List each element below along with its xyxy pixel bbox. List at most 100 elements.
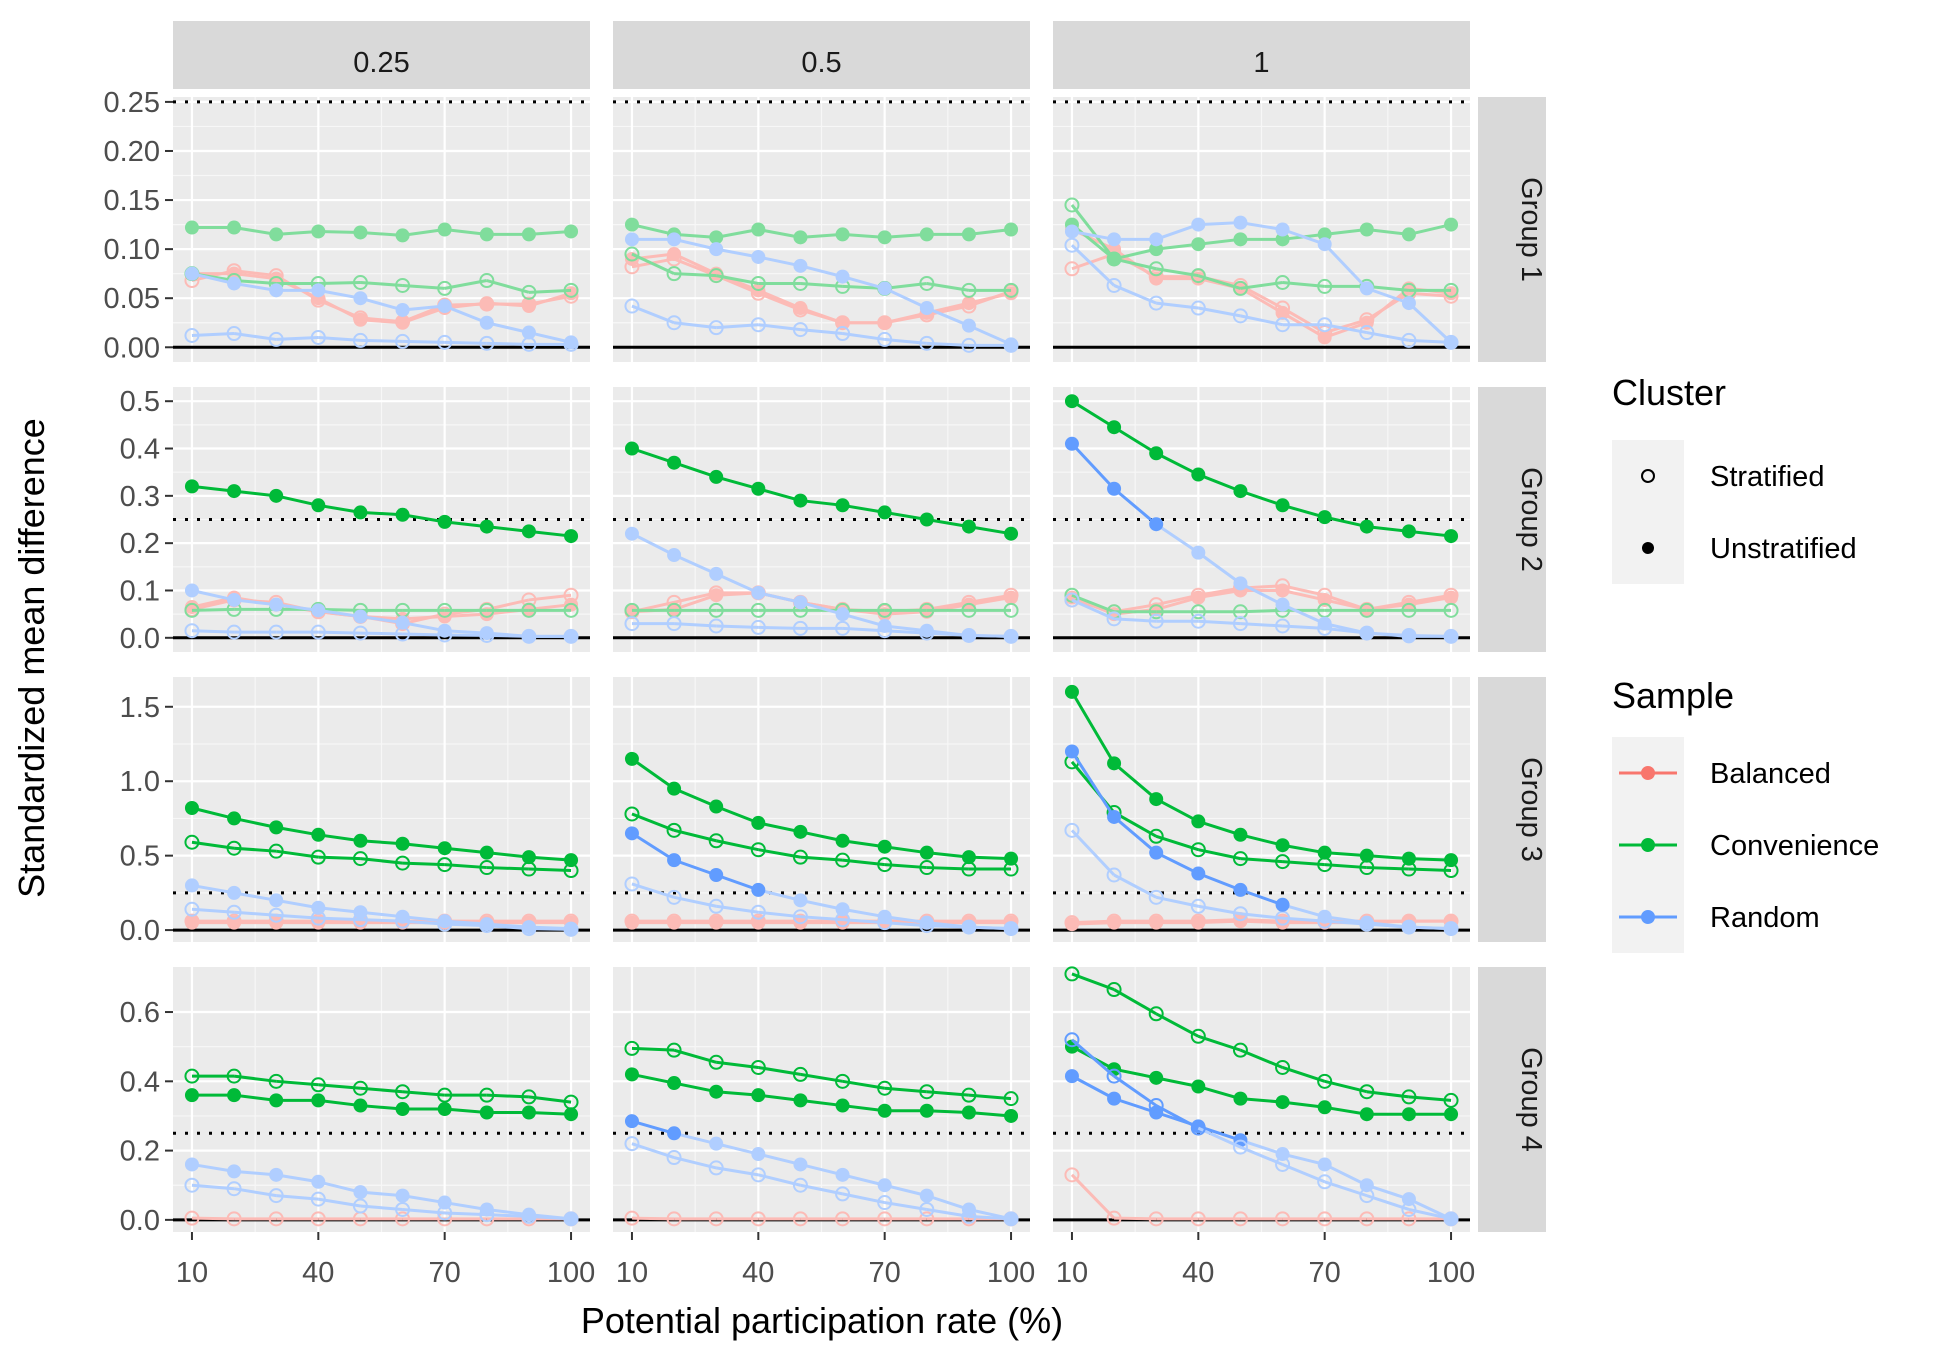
series-balanced-stratified-point	[792, 302, 808, 318]
col-strip-label: 0.5	[801, 47, 841, 79]
series-convenience-stratified-point	[792, 275, 808, 291]
series-convenience-unstratified-point	[521, 850, 536, 865]
series-random-unstratified-point	[667, 853, 682, 868]
series-convenience-unstratified-point	[1275, 1095, 1290, 1110]
series-random-stratified-point	[184, 1177, 200, 1193]
series-convenience-unstratified-point	[751, 222, 766, 237]
series-convenience-unstratified-segment	[884, 232, 927, 239]
series-random-stratified-point	[226, 904, 242, 920]
series-convenience-unstratified-segment	[884, 510, 928, 521]
series-balanced-stratified-point	[1275, 300, 1291, 316]
series-convenience-stratified-point	[563, 602, 579, 618]
series-random-unstratified-point	[437, 299, 452, 314]
series-convenience-unstratified-segment	[233, 489, 277, 498]
series-convenience-unstratified-point	[1317, 845, 1332, 860]
y-tick-label: 0.2	[120, 1136, 160, 1168]
series-convenience-unstratified-point	[353, 833, 368, 848]
series-convenience-unstratified-point	[793, 493, 808, 508]
series-convenience-unstratified-segment	[360, 839, 403, 846]
series-convenience-unstratified-segment	[1070, 691, 1116, 765]
series-convenience-unstratified-point	[1149, 792, 1164, 807]
row-strip-group-2	[1478, 387, 1546, 652]
series-random-unstratified-segment	[842, 275, 886, 290]
series-convenience-unstratified-point	[1149, 242, 1164, 257]
series-convenience-stratified-point	[563, 863, 579, 879]
series-convenience-stratified-point	[1232, 604, 1248, 620]
y-tick-label: 0.6	[120, 997, 160, 1029]
series-random-unstratified-point	[709, 566, 724, 581]
series-convenience-unstratified-segment	[800, 1098, 843, 1108]
series-random-stratified-point	[352, 912, 368, 928]
series-convenience-stratified-point	[624, 1040, 640, 1056]
series-random-stratified-point	[1064, 822, 1080, 838]
series-random-stratified-point	[1064, 592, 1080, 608]
series-random-unstratified-segment	[233, 891, 277, 902]
series-balanced-stratified-point	[666, 594, 682, 610]
series-convenience-unstratified-point	[1359, 519, 1374, 534]
series-convenience-unstratified-point	[919, 227, 934, 242]
series-random-stratified-point	[395, 913, 411, 929]
series-convenience-unstratified-point	[184, 479, 199, 494]
series-balanced-stratified-point	[750, 285, 766, 301]
series-random-unstratified-point	[793, 893, 808, 908]
col-strip-label: 0.25	[353, 47, 409, 79]
series-convenience-unstratified-segment	[1366, 854, 1410, 861]
series-convenience-unstratified-point	[667, 455, 682, 470]
series-random-unstratified-segment	[1281, 603, 1326, 625]
series-balanced-stratified-point	[1232, 1211, 1248, 1227]
series-convenience-unstratified-point	[227, 484, 242, 499]
series-random-unstratified-point	[1401, 920, 1416, 935]
x-tick-label: 100	[1427, 1257, 1475, 1289]
series-random-unstratified-point	[1317, 237, 1332, 252]
panels-layer: 0.25 0.5 1 Group 1 0.00 0.05 0.10 0.15 0.20 0.25 G…	[104, 21, 1547, 1289]
series-balanced-stratified-point	[1190, 913, 1206, 929]
series-convenience-unstratified-segment	[1324, 228, 1367, 236]
series-random-unstratified-segment	[444, 629, 487, 635]
series-random-stratified-point	[395, 626, 411, 642]
y-tick-label: 0.05	[104, 283, 160, 315]
y-tick-label: 1.5	[120, 692, 160, 724]
series-random-unstratified-point	[624, 826, 639, 841]
series-random-stratified-point	[1064, 1032, 1080, 1048]
series-convenience-unstratified-point	[835, 498, 850, 513]
x-tick-label: 10	[176, 1257, 208, 1289]
series-convenience-unstratified-segment	[191, 806, 235, 820]
y-tick-label: 0.25	[104, 87, 160, 119]
series-convenience-stratified-point	[521, 861, 537, 877]
series-random-stratified-point	[1359, 325, 1375, 341]
series-random-unstratified-segment	[275, 603, 319, 612]
series-random-stratified-point	[708, 898, 724, 914]
series-random-unstratified-segment	[1113, 1097, 1157, 1114]
series-convenience-stratified-point	[1064, 966, 1080, 982]
series-convenience-unstratified-segment	[1113, 1067, 1157, 1080]
series-convenience-unstratified-segment	[528, 229, 572, 236]
series-random-unstratified-segment	[1070, 442, 1116, 490]
series-convenience-unstratified-point	[269, 488, 284, 503]
panel-group-1-0-5	[613, 97, 1030, 362]
series-balanced-stratified-point	[1106, 913, 1122, 929]
col-strip-label: 1	[1253, 47, 1269, 79]
series-random-unstratified-segment	[968, 925, 1012, 931]
series-random-unstratified-point	[395, 302, 410, 317]
series-random-unstratified-point	[1275, 1147, 1290, 1162]
series-convenience-stratified-point	[961, 282, 977, 298]
series-random-unstratified-point	[395, 615, 410, 630]
series-convenience-unstratified-segment	[1282, 843, 1325, 855]
series-convenience-stratified-point	[395, 277, 411, 293]
series-random-stratified-point	[1003, 628, 1019, 644]
series-random-stratified-point	[1317, 1174, 1333, 1190]
y-tick-label: 0.0	[120, 915, 160, 947]
series-balanced-stratified-point	[877, 1211, 893, 1227]
series-random-stratified-point	[563, 921, 579, 937]
series-convenience-unstratified-segment	[402, 842, 445, 850]
series-random-stratified-segment	[1070, 829, 1116, 877]
series-random-unstratified-segment	[800, 1162, 843, 1177]
series-convenience-stratified-point	[479, 860, 495, 876]
series-convenience-unstratified-segment	[631, 757, 675, 790]
series-convenience-stratified-point	[877, 1080, 893, 1096]
series-convenience-stratified-point	[666, 1042, 682, 1058]
series-convenience-stratified-point	[919, 860, 935, 876]
series-convenience-unstratified-segment	[1156, 242, 1199, 251]
series-random-unstratified-segment	[757, 888, 801, 902]
series-random-unstratified-segment	[191, 589, 235, 602]
